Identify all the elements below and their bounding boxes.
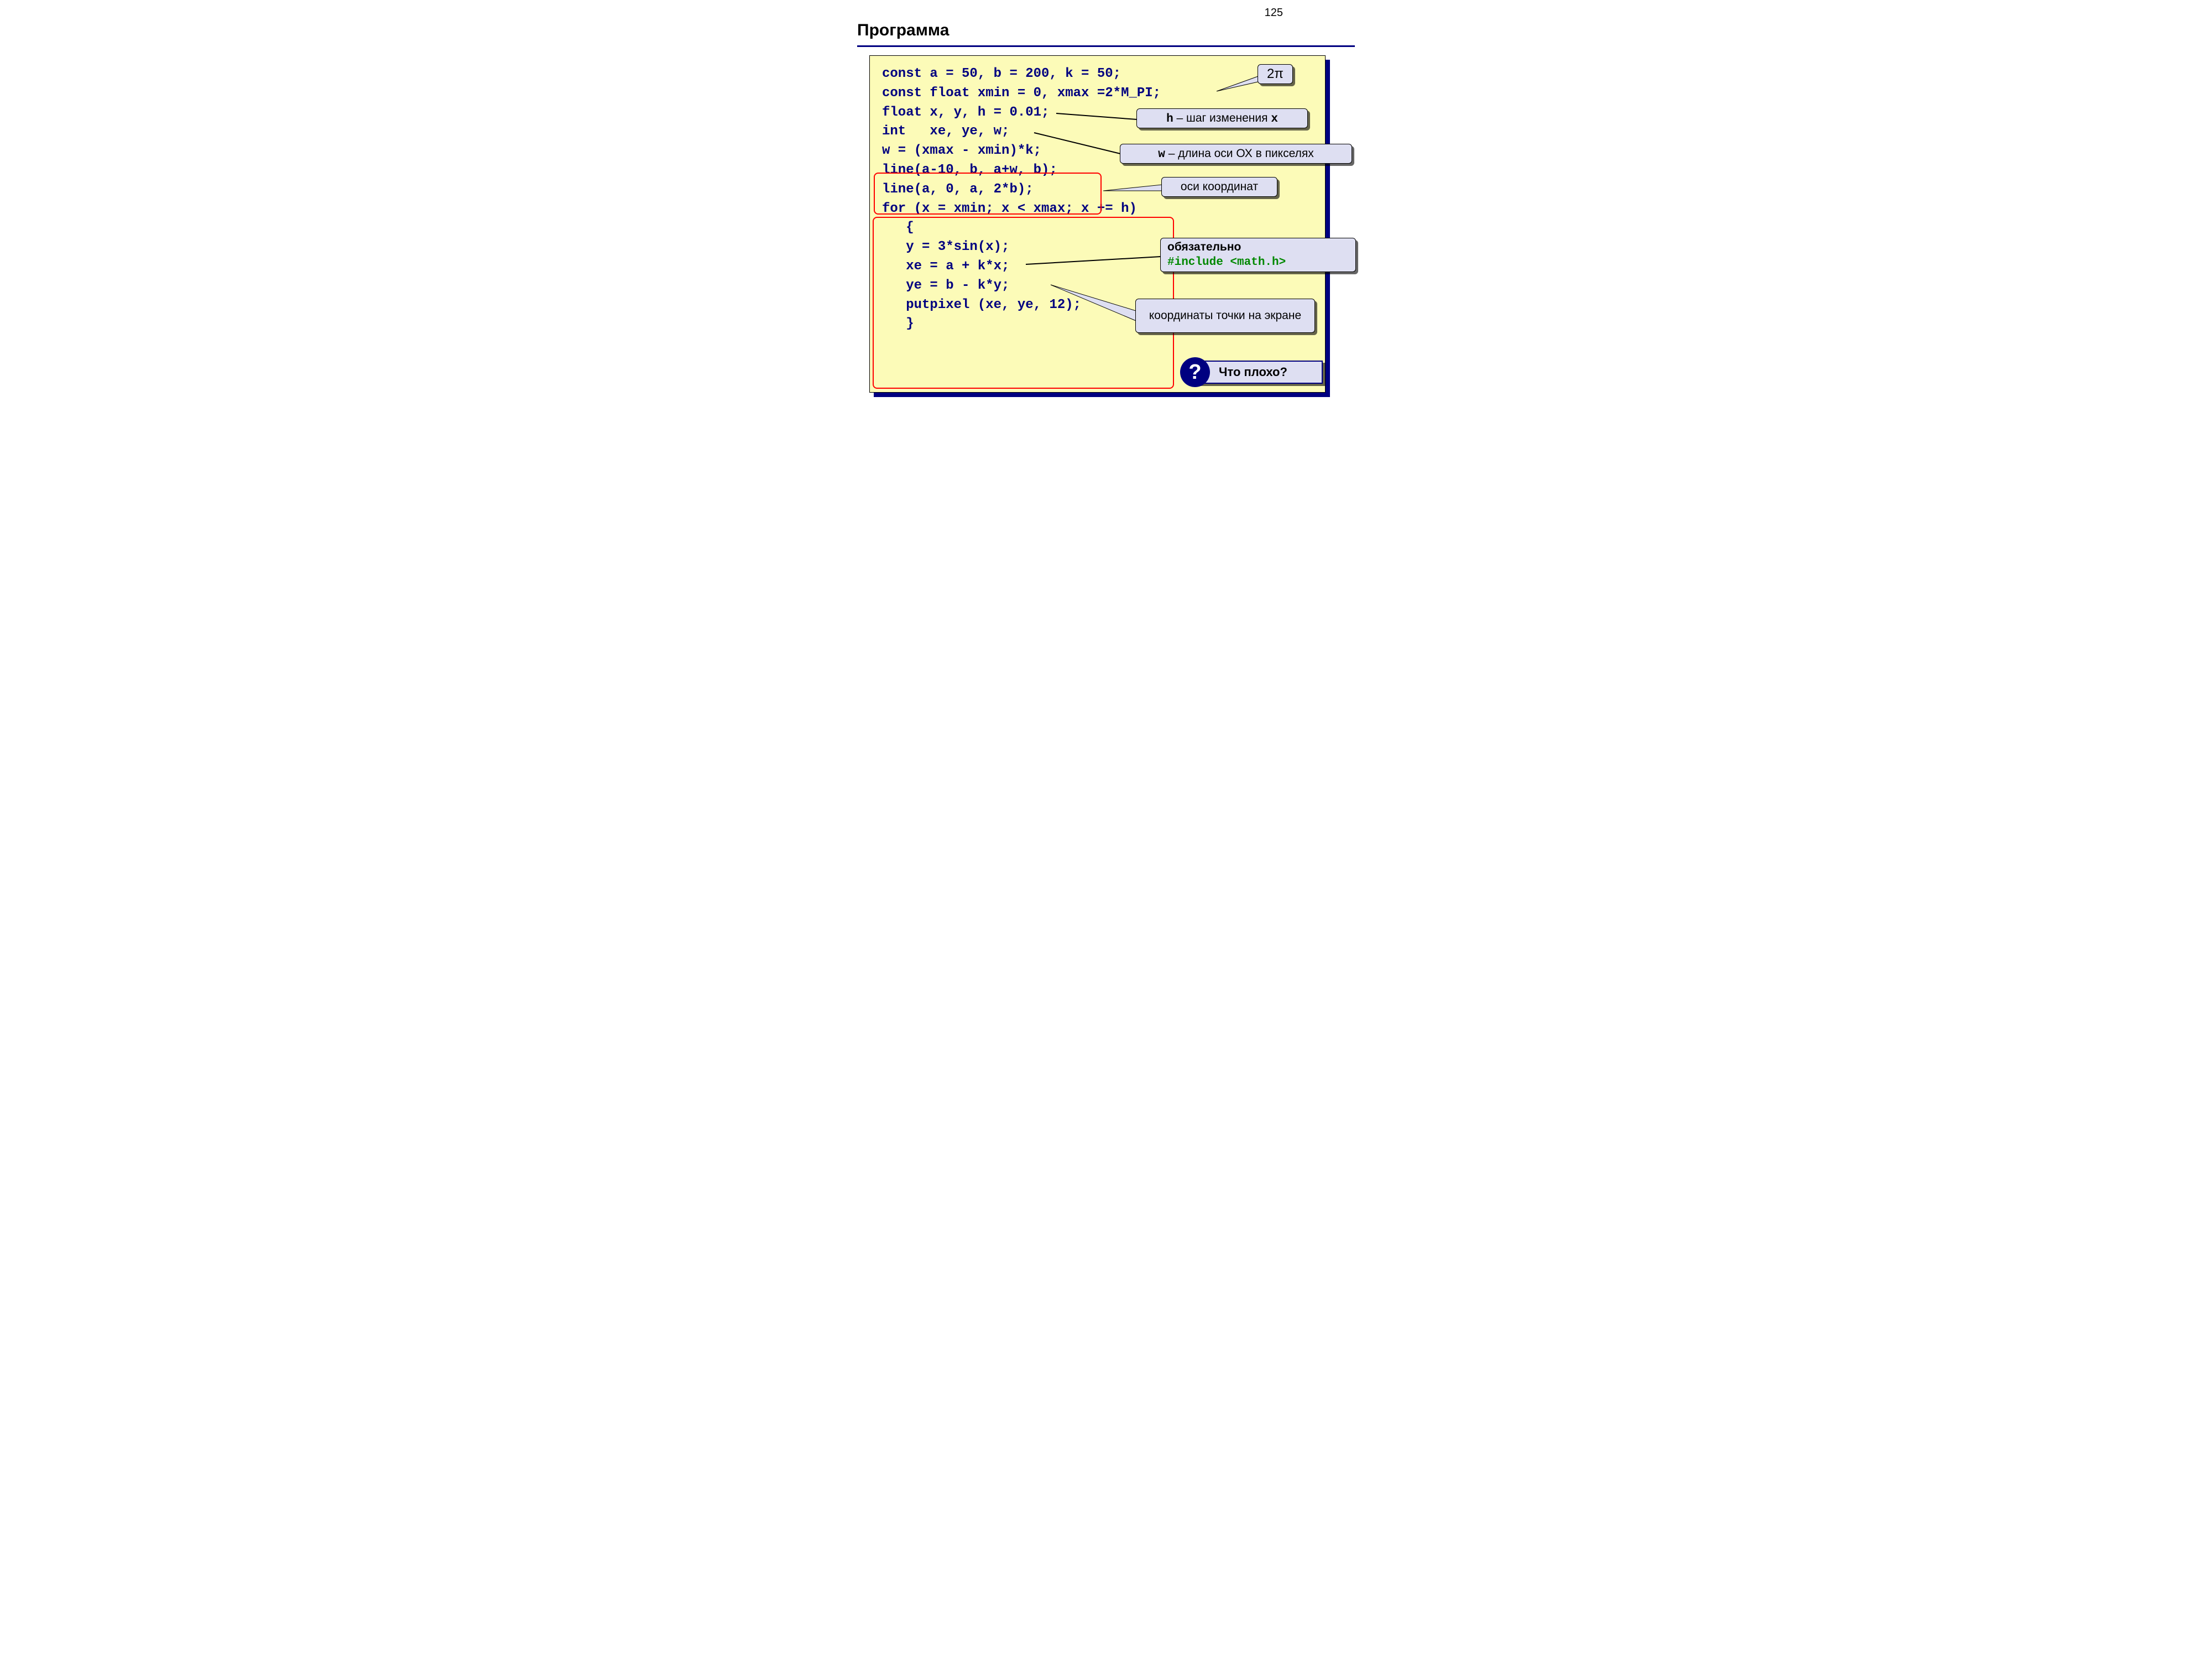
- w-text: – длина оси ОХ в пикселях: [1165, 147, 1314, 160]
- code-line-1: const a = 50, b = 200, k = 50;: [882, 65, 1313, 84]
- callout-screen-coords: координаты точки на экране: [1135, 299, 1315, 333]
- slide: 125 Программа const a = 50, b = 200, k =…: [830, 0, 1383, 415]
- question-text: Что плохо?: [1219, 365, 1287, 379]
- question-callout: Что плохо? ?: [1183, 358, 1324, 386]
- page-number: 125: [1265, 7, 1283, 19]
- callout-two-pi: 2π: [1258, 64, 1293, 84]
- callout-axes: оси координат: [1161, 177, 1277, 197]
- highlight-frame-loop: [873, 217, 1174, 389]
- include-label: обязательно: [1167, 241, 1241, 253]
- question-mark-icon: ?: [1180, 357, 1210, 387]
- callout-include: обязательно #include <math.h>: [1160, 238, 1356, 272]
- h-var: h: [1166, 113, 1173, 126]
- title-underline: [857, 45, 1355, 47]
- highlight-frame-axes: [874, 173, 1102, 215]
- include-code: #include <math.h>: [1167, 256, 1286, 269]
- w-var: w: [1158, 148, 1165, 161]
- code-line-2: const float xmin = 0, xmax =2*M_PI;: [882, 84, 1313, 103]
- question-box: Что плохо?: [1196, 361, 1323, 384]
- callout-h-step: h – шаг изменения x: [1136, 108, 1308, 128]
- x-var: x: [1271, 113, 1278, 126]
- h-text: – шаг изменения: [1173, 112, 1271, 124]
- callout-w-length: w – длина оси ОХ в пикселях: [1120, 144, 1352, 164]
- page-title: Программа: [857, 21, 949, 40]
